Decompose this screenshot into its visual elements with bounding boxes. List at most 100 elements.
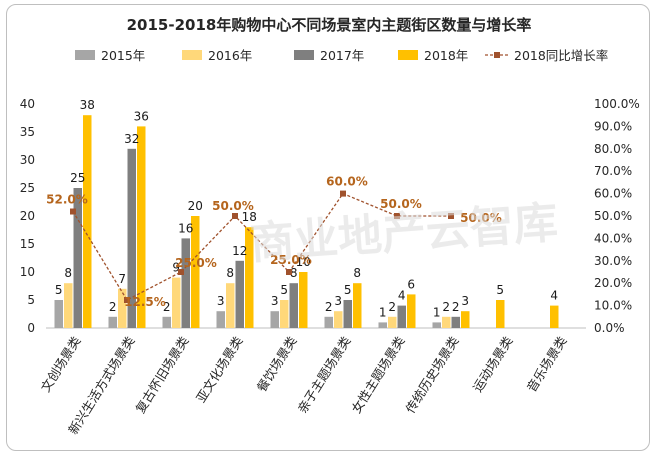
legend-label-line: 2018同比增长率 xyxy=(514,48,608,63)
growth-label-7: 50.0% xyxy=(460,211,502,225)
watermark: 商业地产云智库 xyxy=(249,197,560,269)
bar-1-1 xyxy=(118,288,127,328)
y-tick-label-4: 20 xyxy=(20,209,35,223)
bar-2-3 xyxy=(235,260,244,328)
y-tick-label-1: 5 xyxy=(27,293,35,307)
bar-1-5 xyxy=(334,311,343,328)
bar-label-1-0: 8 xyxy=(64,266,72,280)
growth-label-1: 12.5% xyxy=(124,295,166,309)
y2-tick-label-7: 70.0% xyxy=(594,164,632,178)
y-tick-label-3: 15 xyxy=(20,237,35,251)
bar-3-3 xyxy=(245,227,254,328)
chart-frame xyxy=(6,4,650,451)
bar-2-2 xyxy=(181,238,190,328)
bar-2-0 xyxy=(73,188,82,328)
category-label-9: 音乐场景类 xyxy=(524,333,570,394)
bar-label-0-0: 5 xyxy=(55,283,63,297)
growth-marker-5 xyxy=(340,190,346,197)
growth-label-6: 50.0% xyxy=(380,197,422,211)
legend-swatch-2 xyxy=(294,50,314,60)
bar-label-0-5: 2 xyxy=(325,300,333,314)
bar-1-6 xyxy=(388,316,397,328)
category-label-6: 女性主题场景类 xyxy=(348,333,407,416)
y2-tick-label-8: 80.0% xyxy=(594,142,632,156)
bar-3-7 xyxy=(461,311,470,328)
category-label-3: 亚文化场景类 xyxy=(193,333,246,405)
y2-tick-label-9: 90.0% xyxy=(594,119,632,133)
category-label-4: 餐饮场景类 xyxy=(254,333,300,394)
bar-2-5 xyxy=(343,300,352,328)
legend: 2015年 2016年 2017年 2018年 2018同比增长率 xyxy=(75,48,608,63)
growth-marker-0 xyxy=(70,208,76,215)
bar-0-6 xyxy=(378,322,387,328)
bar-label-2-4: 8 xyxy=(290,266,298,280)
growth-marker-6 xyxy=(394,213,400,219)
bar-label-0-2: 2 xyxy=(163,300,171,314)
bar-label-2-3: 12 xyxy=(232,244,247,258)
bar-3-2 xyxy=(191,216,200,328)
bar-label-3-8: 5 xyxy=(496,283,504,297)
bar-label-3-2: 20 xyxy=(188,199,203,213)
bar-3-5 xyxy=(353,283,362,328)
bar-label-3-1: 36 xyxy=(134,109,149,123)
bar-label-2-2: 16 xyxy=(178,221,193,235)
bar-label-0-3: 3 xyxy=(217,294,225,308)
bar-label-3-0: 38 xyxy=(80,98,95,112)
category-label-0: 文创场景类 xyxy=(38,333,84,394)
growth-marker-3 xyxy=(232,213,238,219)
y-tick-label-5: 25 xyxy=(20,181,35,195)
bar-1-2 xyxy=(172,277,181,328)
bar-3-8 xyxy=(496,300,505,328)
bar-0-4 xyxy=(270,311,279,328)
bar-1-7 xyxy=(442,316,451,328)
bar-0-1 xyxy=(108,316,117,328)
bar-1-4 xyxy=(280,300,289,328)
bar-label-3-6: 6 xyxy=(407,277,415,291)
growth-marker-4 xyxy=(286,269,292,275)
legend-swatch-0 xyxy=(75,50,95,60)
bar-2-7 xyxy=(451,316,460,328)
bar-0-7 xyxy=(432,322,441,328)
bar-label-2-7: 2 xyxy=(452,300,460,314)
growth-label-2: 25.0% xyxy=(175,256,217,270)
bar-3-1 xyxy=(137,126,146,329)
bar-label-2-1: 32 xyxy=(124,132,139,146)
legend-label-1: 2016年 xyxy=(208,48,252,63)
bar-0-5 xyxy=(324,316,333,328)
bar-label-1-7: 2 xyxy=(442,300,450,314)
bar-label-3-9: 4 xyxy=(550,289,558,303)
bar-3-9 xyxy=(550,305,559,328)
legend-swatch-3 xyxy=(398,50,418,60)
y2-tick-label-4: 40.0% xyxy=(594,231,632,245)
bar-0-2 xyxy=(162,316,171,328)
legend-label-3: 2018年 xyxy=(424,48,468,63)
bar-1-3 xyxy=(226,283,235,328)
bar-label-1-2: 9 xyxy=(172,261,180,275)
y-tick-label-2: 10 xyxy=(20,265,35,279)
bar-1-0 xyxy=(64,283,73,328)
growth-line-path xyxy=(72,192,451,301)
growth-label-3: 50.0% xyxy=(212,199,254,213)
y2-tick-label-5: 50.0% xyxy=(594,209,632,223)
category-label-2: 复古怀旧场景类 xyxy=(132,333,191,416)
bar-3-4 xyxy=(299,272,308,328)
bar-3-0 xyxy=(83,115,92,328)
bar-label-3-4: 10 xyxy=(296,255,311,269)
bar-0-0 xyxy=(54,300,63,328)
bar-0-3 xyxy=(216,311,225,328)
bar-label-2-5: 5 xyxy=(344,283,352,297)
growth-marker-2 xyxy=(178,269,184,275)
y2-tick-label-10: 100.0% xyxy=(594,97,640,111)
y-tick-label-0: 0 xyxy=(27,321,35,335)
bar-label-1-5: 3 xyxy=(334,294,342,308)
legend-line-marker xyxy=(494,52,500,58)
bar-label-1-4: 5 xyxy=(280,283,288,297)
bar-label-3-3: 18 xyxy=(242,210,257,224)
chart-title: 2015-2018年购物中心不同场景室内主题街区数量与增长率 xyxy=(127,16,532,34)
category-label-7: 传统历史场景类 xyxy=(402,333,461,416)
bar-label-2-0: 25 xyxy=(70,171,85,185)
growth-marker-7 xyxy=(448,213,454,219)
bar-2-1 xyxy=(127,148,136,328)
y2-tick-label-2: 20.0% xyxy=(594,276,632,290)
